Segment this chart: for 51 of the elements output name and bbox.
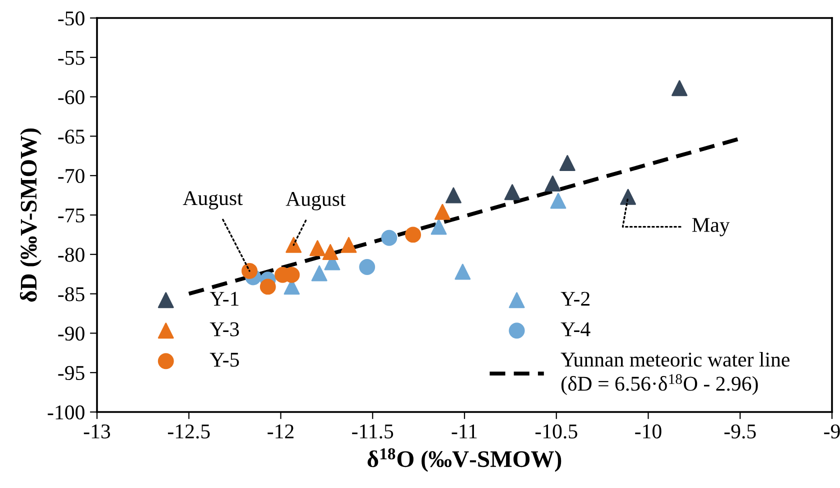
y-tick-label: -50 <box>58 11 84 26</box>
legend-label: Yunnan meteoric water line (δD = 6.56·δ$^{18}$O - 2.96) <box>560 352 790 396</box>
x-tick-label: -12 <box>268 424 294 438</box>
y-tick-label: -70 <box>58 168 84 184</box>
y-tick-label: -95 <box>58 366 84 380</box>
x-tick-label: -12.5 <box>168 424 210 439</box>
point <box>620 188 636 205</box>
y-tick-label: -100 <box>48 405 84 420</box>
legend-label: Y-2 <box>560 292 590 306</box>
y-tick-label: -90 <box>58 326 84 341</box>
x-tick-label: -10 <box>635 424 662 438</box>
x-tick-label: -11.5 <box>352 424 394 439</box>
annotation: August <box>286 192 346 210</box>
x-tick-label: -11 <box>452 424 477 438</box>
point <box>242 262 258 279</box>
point <box>544 176 561 192</box>
point <box>310 240 326 256</box>
y-tick-label: -75 <box>58 208 84 222</box>
x-tick-label: -10.5 <box>535 424 578 439</box>
point <box>359 259 376 275</box>
x-tick-label: -13 <box>84 424 110 438</box>
y-tick-label: -55 <box>58 50 84 65</box>
point <box>672 80 688 96</box>
x-tick-label: -9 <box>824 424 840 438</box>
legend-label: Y-3 <box>210 322 239 336</box>
point <box>381 230 398 246</box>
y-tick-label: -60 <box>58 90 84 104</box>
point <box>445 187 462 204</box>
y-tick-label: -80 <box>58 248 84 262</box>
point <box>286 236 302 253</box>
point <box>504 184 520 200</box>
point <box>322 244 338 260</box>
point <box>260 278 276 295</box>
point <box>559 155 576 171</box>
y-axis-title: δD (‰V-SMOW) <box>20 128 42 302</box>
point <box>550 192 566 209</box>
x-axis-title: δ$^{18}$O (‰V-SMOW) <box>368 448 562 472</box>
annotation: August <box>182 191 243 210</box>
x-tick-label: -9.5 <box>724 424 756 439</box>
legend-label: Y-4 <box>560 322 590 336</box>
point <box>405 226 422 243</box>
legend-label: Y-1 <box>210 292 238 306</box>
point <box>434 204 450 220</box>
point <box>340 236 357 253</box>
annotation: May <box>692 218 730 236</box>
point <box>311 265 328 282</box>
point <box>430 218 447 235</box>
y-tick-label: -65 <box>58 130 84 144</box>
y-tick-label: -85 <box>58 287 84 302</box>
point <box>454 264 471 280</box>
legend-label: Y-5 <box>210 352 239 367</box>
